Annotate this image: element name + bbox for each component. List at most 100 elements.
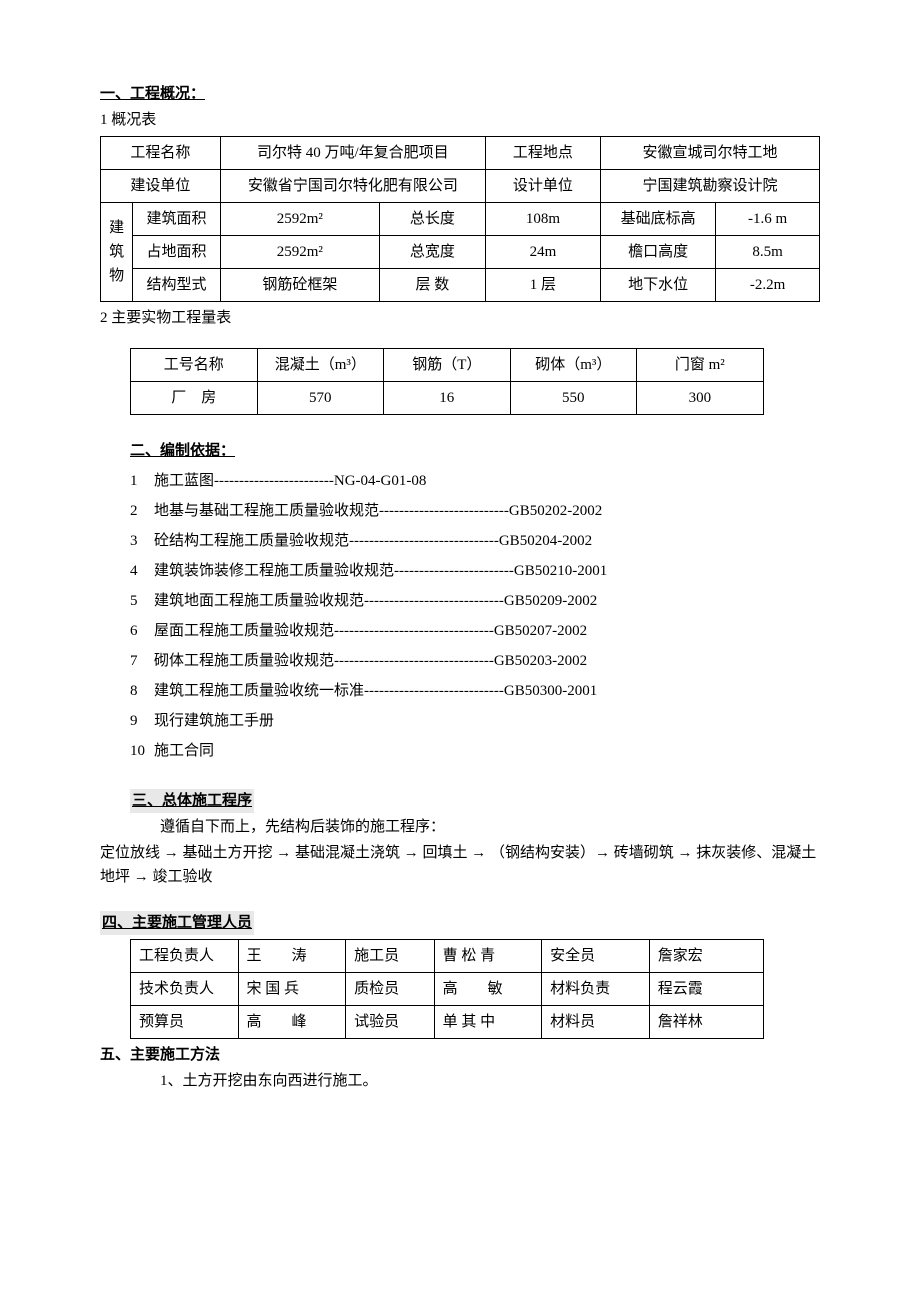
basis-item: 10施工合同 — [100, 739, 820, 763]
cell: 设计单位 — [485, 170, 600, 203]
cell: 檐口高度 — [601, 236, 716, 269]
basis-item: 6屋面工程施工质量验收规范---------------------------… — [100, 619, 820, 643]
basis-list: 1施工蓝图------------------------NG-04-G01-0… — [100, 469, 820, 763]
s3-line2: 定位放线 → 基础土方开挖 → 基础混凝土浇筑 → 回填土 → （钢结构安装）→… — [100, 841, 820, 889]
basis-item-number: 3 — [130, 529, 154, 553]
cell: 层 数 — [379, 269, 485, 302]
basis-item-number: 8 — [130, 679, 154, 703]
cell: 结构型式 — [133, 269, 221, 302]
basis-item-text: 砌体工程施工质量验收规范----------------------------… — [154, 649, 820, 673]
cell: 安徽省宁国司尔特化肥有限公司 — [220, 170, 485, 203]
basis-item-number: 4 — [130, 559, 154, 583]
section2-title: 二、编制依据： — [130, 443, 235, 459]
quantity-table: 工号名称 混凝土（m³） 钢筋（T） 砌体（m³） 门窗 m² 厂 房 570 … — [130, 348, 764, 415]
cell: 1 层 — [485, 269, 600, 302]
cell: 基础底标高 — [601, 203, 716, 236]
section1-title: 一、工程概况： — [100, 86, 205, 102]
cell: 16 — [384, 382, 511, 415]
basis-item-number: 6 — [130, 619, 154, 643]
cell: 建设单位 — [101, 170, 221, 203]
section1-sub1: 1 概况表 — [100, 108, 820, 132]
cell: 安徽宣城司尔特工地 — [601, 137, 820, 170]
cell: 王 涛 — [238, 940, 346, 973]
table-row: 厂 房 570 16 550 300 — [131, 382, 764, 415]
table-row: 技术负责人 宋 国 兵 质检员 高 敏 材料负责 程云霞 — [131, 973, 764, 1006]
basis-item-text: 地基与基础工程施工质量验收规范-------------------------… — [154, 499, 820, 523]
basis-item-number: 10 — [130, 739, 154, 763]
section5-title: 五、主要施工方法 — [100, 1047, 220, 1063]
basis-item-text: 屋面工程施工质量验收规范----------------------------… — [154, 619, 820, 643]
cell: 高 峰 — [238, 1006, 346, 1039]
cell: 8.5m — [716, 236, 820, 269]
cell: -1.6 m — [716, 203, 820, 236]
cell: 550 — [510, 382, 637, 415]
cell: 詹家宏 — [649, 940, 763, 973]
cell: 建筑面积 — [133, 203, 221, 236]
basis-item: 1施工蓝图------------------------NG-04-G01-0… — [100, 469, 820, 493]
cell: 砌体（m³） — [510, 349, 637, 382]
basis-item-number: 1 — [130, 469, 154, 493]
table-row: 工程名称 司尔特 40 万吨/年复合肥项目 工程地点 安徽宣城司尔特工地 — [101, 137, 820, 170]
cell: 高 敏 — [434, 973, 542, 1006]
basis-item-text: 施工合同 — [154, 739, 820, 763]
cell: 单 其 中 — [434, 1006, 542, 1039]
basis-item: 3砼结构工程施工质量验收规范--------------------------… — [100, 529, 820, 553]
cell: 总宽度 — [379, 236, 485, 269]
cell: 300 — [637, 382, 764, 415]
cell: 技术负责人 — [131, 973, 239, 1006]
cell: 试验员 — [346, 1006, 435, 1039]
cell: -2.2m — [716, 269, 820, 302]
basis-item-text: 建筑装饰装修工程施工质量验收规范------------------------… — [154, 559, 820, 583]
cell: 质检员 — [346, 973, 435, 1006]
basis-item: 2地基与基础工程施工质量验收规范------------------------… — [100, 499, 820, 523]
cell: 工程地点 — [485, 137, 600, 170]
basis-item: 8建筑工程施工质量验收统一标准-------------------------… — [100, 679, 820, 703]
cell: 门窗 m² — [637, 349, 764, 382]
table-row: 工程负责人 王 涛 施工员 曹 松 青 安全员 詹家宏 — [131, 940, 764, 973]
basis-item-text: 建筑地面工程施工质量验收规范--------------------------… — [154, 589, 820, 613]
cell: 占地面积 — [133, 236, 221, 269]
cell: 材料员 — [542, 1006, 650, 1039]
cell: 总长度 — [379, 203, 485, 236]
cell: 詹祥林 — [649, 1006, 763, 1039]
table-row: 预算员 高 峰 试验员 单 其 中 材料员 詹祥林 — [131, 1006, 764, 1039]
basis-item-number: 2 — [130, 499, 154, 523]
cell: 钢筋砼框架 — [220, 269, 379, 302]
cell: 24m — [485, 236, 600, 269]
cell: 2592m² — [220, 236, 379, 269]
basis-item: 9现行建筑施工手册 — [100, 709, 820, 733]
basis-item-text: 建筑工程施工质量验收统一标准--------------------------… — [154, 679, 820, 703]
basis-item-number: 9 — [130, 709, 154, 733]
basis-item-number: 5 — [130, 589, 154, 613]
cell: 施工员 — [346, 940, 435, 973]
cell: 钢筋（T） — [384, 349, 511, 382]
overview-table: 工程名称 司尔特 40 万吨/年复合肥项目 工程地点 安徽宣城司尔特工地 建设单… — [100, 136, 820, 302]
basis-item-text: 砼结构工程施工质量验收规范---------------------------… — [154, 529, 820, 553]
cell: 厂 房 — [131, 382, 258, 415]
cell: 混凝土（m³） — [257, 349, 384, 382]
section3-title: 三、总体施工程序 — [130, 789, 254, 813]
table-row: 占地面积 2592m² 总宽度 24m 檐口高度 8.5m — [101, 236, 820, 269]
section4-title: 四、主要施工管理人员 — [100, 911, 254, 935]
cell: 2592m² — [220, 203, 379, 236]
cell: 司尔特 40 万吨/年复合肥项目 — [220, 137, 485, 170]
table-row: 建筑物 建筑面积 2592m² 总长度 108m 基础底标高 -1.6 m — [101, 203, 820, 236]
basis-item-number: 7 — [130, 649, 154, 673]
cell: 宋 国 兵 — [238, 973, 346, 1006]
basis-item: 4建筑装饰装修工程施工质量验收规范-----------------------… — [100, 559, 820, 583]
cell: 材料负责 — [542, 973, 650, 1006]
basis-item-text: 施工蓝图------------------------NG-04-G01-08 — [154, 469, 820, 493]
cell: 570 — [257, 382, 384, 415]
cell: 安全员 — [542, 940, 650, 973]
table-row: 建设单位 安徽省宁国司尔特化肥有限公司 设计单位 宁国建筑勘察设计院 — [101, 170, 820, 203]
cell: 工程负责人 — [131, 940, 239, 973]
table-row: 工号名称 混凝土（m³） 钢筋（T） 砌体（m³） 门窗 m² — [131, 349, 764, 382]
table-row: 结构型式 钢筋砼框架 层 数 1 层 地下水位 -2.2m — [101, 269, 820, 302]
cell: 工号名称 — [131, 349, 258, 382]
basis-item-text: 现行建筑施工手册 — [154, 709, 820, 733]
personnel-table: 工程负责人 王 涛 施工员 曹 松 青 安全员 詹家宏 技术负责人 宋 国 兵 … — [130, 939, 764, 1039]
cell: 工程名称 — [101, 137, 221, 170]
basis-item: 7砌体工程施工质量验收规范---------------------------… — [100, 649, 820, 673]
s3-line1: 遵循自下而上，先结构后装饰的施工程序： — [100, 815, 820, 839]
cell: 108m — [485, 203, 600, 236]
